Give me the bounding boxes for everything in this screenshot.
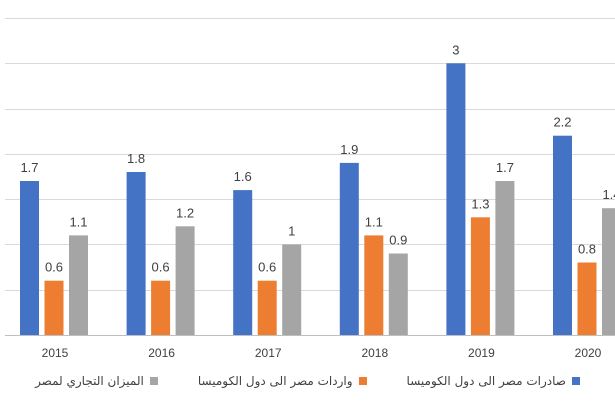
data-label-imports-2015: 0.6 [45, 260, 63, 275]
bar-balance-2019 [495, 181, 515, 335]
legend-item-exports: صادرات مصر الى دول الكوميسا [407, 374, 580, 388]
bar-exports-2018 [339, 162, 359, 335]
bar-imports-2015 [44, 280, 64, 335]
legend-label-imports: واردات مصر الى دول الكوميسا [197, 374, 353, 388]
bar-exports-2017 [233, 190, 253, 335]
legend-label-balance: الميزان التجاري لمصر [35, 374, 144, 388]
bar-chart: 1.7 0.6 1.1 1.8 0.6 1.2 1.6 0.6 1 1.9 1.1 0.9 3 1.3 1.… [5, 18, 615, 360]
legend: صادرات مصر الى دول الكوميسا واردات مصر ا… [0, 370, 615, 392]
bar-exports-2015 [20, 181, 39, 335]
bar-imports-2019 [470, 217, 490, 335]
bar-balance-2016 [175, 226, 195, 335]
data-label-imports-2016: 0.6 [152, 260, 170, 275]
data-label-imports-2020: 0.8 [578, 242, 596, 257]
x-tick-label-2018: 2018 [361, 346, 388, 360]
legend-label-exports: صادرات مصر الى دول الكوميسا [406, 374, 566, 388]
data-label-balance-2015: 1.1 [69, 214, 87, 229]
bar-imports-2017 [257, 280, 277, 335]
x-tick-label-2019: 2019 [468, 346, 495, 360]
data-label-exports-2019: 3 [452, 42, 459, 57]
data-label-exports-2015: 1.7 [20, 160, 38, 175]
bar-balance-2018 [388, 253, 408, 335]
legend-swatch-imports [358, 377, 367, 385]
x-axis-ticks: 2015 2016 2017 2018 2019 2020 [42, 346, 602, 360]
bar-balance-2015 [69, 235, 88, 335]
gridlines [5, 18, 615, 336]
data-label-exports-2016: 1.8 [127, 151, 145, 166]
data-label-balance-2020: 1.4 [602, 187, 615, 202]
bar-imports-2018 [364, 235, 384, 335]
data-label-balance-2017: 1 [288, 223, 295, 238]
data-label-balance-2019: 1.7 [496, 160, 514, 175]
data-labels: 1.7 0.6 1.1 1.8 0.6 1.2 1.6 0.6 1 1.9 1.1 0.9 3 1.3 1.… [20, 42, 615, 274]
bar-imports-2020 [577, 262, 597, 335]
x-tick-label-2015: 2015 [42, 346, 69, 360]
bar-exports-2016 [126, 172, 146, 335]
bar-balance-2017 [282, 244, 302, 335]
legend-swatch-balance [149, 377, 158, 385]
data-label-imports-2018: 1.1 [365, 214, 383, 229]
data-label-imports-2019: 1.3 [471, 196, 489, 211]
legend-item-balance: الميزان التجاري لمصر [35, 374, 158, 388]
x-tick-label-2016: 2016 [148, 346, 175, 360]
data-label-exports-2020: 2.2 [553, 115, 571, 130]
bars [20, 63, 615, 336]
bar-exports-2019 [446, 63, 466, 336]
bar-balance-2020 [602, 208, 615, 335]
bar-exports-2020 [553, 135, 572, 335]
x-tick-label-2020: 2020 [575, 346, 602, 360]
data-label-balance-2018: 0.9 [389, 233, 407, 248]
data-label-imports-2017: 0.6 [258, 260, 276, 275]
legend-swatch-exports [571, 377, 580, 385]
data-label-exports-2017: 1.6 [234, 169, 252, 184]
data-label-exports-2018: 1.9 [340, 142, 358, 157]
data-label-balance-2016: 1.2 [176, 205, 194, 220]
legend-item-imports: واردات مصر الى دول الكوميسا [198, 374, 367, 388]
x-tick-label-2017: 2017 [255, 346, 282, 360]
bar-imports-2016 [151, 280, 171, 335]
